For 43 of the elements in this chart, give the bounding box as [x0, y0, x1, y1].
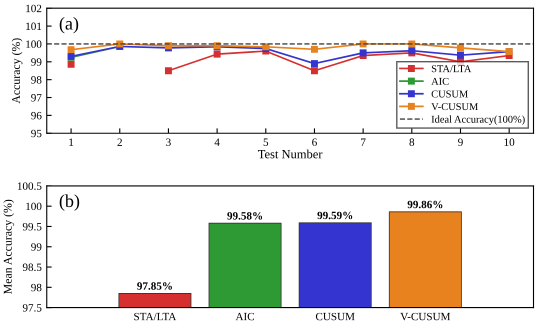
y-tick-label: 98.5: [22, 264, 42, 272]
y-tick-label: 96: [31, 112, 42, 120]
y-tick-label: 99: [31, 243, 42, 251]
y-axis-title: Accuracy (%): [12, 38, 22, 104]
y-tick-label: 99: [31, 58, 42, 66]
x-tick-label: 7: [361, 138, 366, 146]
data-label: 99.59%: [317, 212, 352, 220]
annotation: (b): [60, 194, 80, 211]
y-tick-label: 95: [31, 130, 42, 138]
y-tick-label: 98: [31, 284, 42, 292]
x-axis-title: Test Number: [258, 150, 322, 158]
annotation: (a): [60, 16, 78, 34]
x-tick-label: 8: [409, 138, 414, 146]
x-tick-label: 10: [504, 138, 514, 146]
legend-label: CUSUM: [432, 90, 468, 98]
x-tick-label: AIC: [236, 312, 254, 320]
y-tick-label: 98: [31, 76, 42, 84]
legend-label: STA/LTA: [432, 65, 472, 72]
x-tick-label: 1: [69, 138, 74, 146]
y-tick-label: 97: [31, 94, 42, 102]
y-tick-label: 100: [26, 202, 42, 210]
y-tick-label: 100.5: [18, 182, 42, 190]
y-tick-label: 101: [26, 22, 42, 30]
x-tick-label: 3: [166, 138, 171, 146]
legend-label: AIC: [431, 78, 449, 85]
y-tick-label: 99.5: [22, 222, 42, 230]
y-tick-label: 102: [26, 4, 42, 12]
data-label: 97.85%: [137, 282, 172, 290]
y-tick-label: 97.5: [22, 304, 42, 312]
y-axis-title: Mean Accuracy (%): [3, 200, 14, 294]
data-label: 99.86%: [408, 200, 442, 208]
x-tick-label: 4: [214, 138, 220, 146]
y-tick-label: 100: [26, 40, 42, 48]
x-tick-label: STA/LTA: [134, 312, 176, 320]
x-tick-label: 6: [312, 138, 317, 146]
x-tick-label: CUSUM: [316, 312, 355, 320]
legend-label: V-CUSUM: [431, 103, 478, 110]
x-tick-label: 9: [458, 138, 463, 146]
x-tick-label: 2: [117, 138, 122, 146]
legend-label: Ideal Accuracy(100%): [432, 115, 525, 125]
x-tick-label: 5: [264, 138, 268, 146]
data-label: 99.58%: [227, 212, 262, 220]
x-tick-label: V-CUSUM: [400, 312, 450, 320]
